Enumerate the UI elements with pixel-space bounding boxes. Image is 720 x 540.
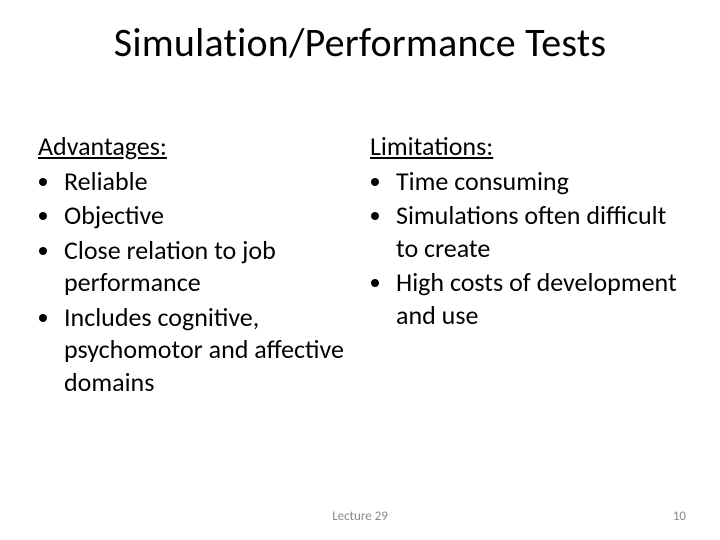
list-item: Close relation to job performance xyxy=(62,234,350,299)
list-item: High costs of development and use xyxy=(394,266,682,331)
list-item: Objective xyxy=(62,199,350,232)
footer-lecture-label: Lecture 29 xyxy=(0,509,720,524)
limitations-list: Time consuming Simulations often difficu… xyxy=(370,165,682,332)
advantages-column: Advantages: Reliable Objective Close rel… xyxy=(38,130,350,400)
list-item: Simulations often difficult to create xyxy=(394,199,682,264)
advantages-list: Reliable Objective Close relation to job… xyxy=(38,165,350,399)
list-item: Reliable xyxy=(62,165,350,198)
slide-title: Simulation/Performance Tests xyxy=(0,18,720,67)
list-item: Time consuming xyxy=(394,165,682,198)
footer-page-number: 10 xyxy=(673,509,686,524)
limitations-column: Limitations: Time consuming Simulations … xyxy=(370,130,682,400)
slide: Simulation/Performance Tests Advantages:… xyxy=(0,0,720,540)
list-item: Includes cognitive, psychomotor and affe… xyxy=(62,301,350,399)
slide-body: Advantages: Reliable Objective Close rel… xyxy=(38,130,682,400)
advantages-heading: Advantages: xyxy=(38,130,350,163)
limitations-heading: Limitations: xyxy=(370,130,682,163)
